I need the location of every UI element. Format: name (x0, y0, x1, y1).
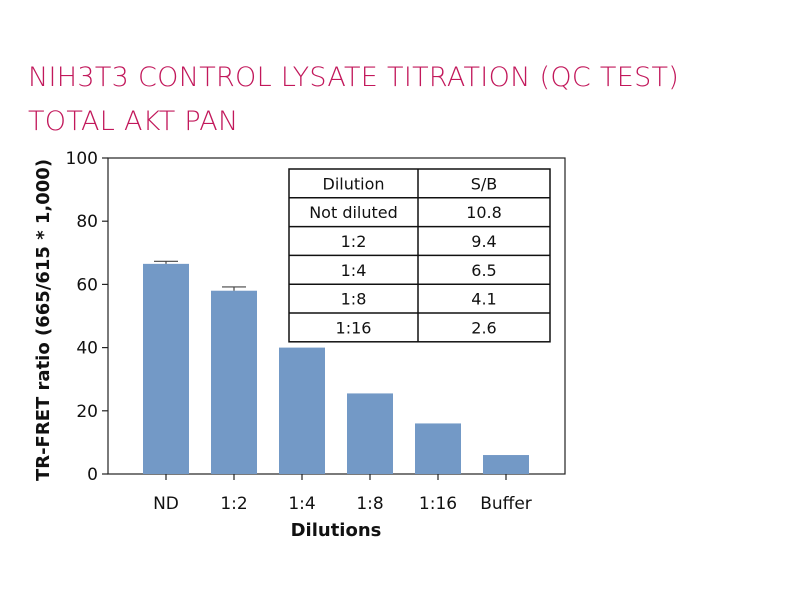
y-tick-label: 60 (76, 275, 98, 295)
table-cell-dilution: 1:8 (341, 290, 367, 309)
x-tick-label: ND (153, 494, 179, 514)
y-tick-label: 100 (66, 149, 98, 169)
chart-title-line-1: NIH3T3 CONTROL LYSATE TITRATION (QC TEST… (28, 62, 680, 93)
sb-table: Dilution S/B Not diluted 10.8 1:2 9.4 1:4 6.5 1:… (288, 168, 551, 343)
y-tick-label: 0 (87, 465, 98, 485)
x-tick-label: 1:2 (220, 494, 247, 514)
x-tick-label: 1:8 (356, 494, 383, 514)
bar-1:2 (211, 290, 257, 474)
x-tick-label: 1:4 (288, 494, 315, 514)
bars (143, 260, 529, 474)
table-cell-dilution: 1:2 (341, 232, 367, 251)
plot-frame (107, 157, 566, 475)
y-axis-title: TR-FRET ratio (665/615 * 1,000) (33, 159, 54, 481)
axes: 0 20 40 60 80 100 ND 1:2 1:4 1:8 1:16 Buffer (66, 149, 566, 514)
table-cell-dilution: 1:4 (341, 261, 367, 280)
table-header-sb: S/B (471, 174, 498, 193)
table-cell-sb: 2.6 (471, 318, 496, 337)
table-cell-sb: 6.5 (471, 261, 496, 280)
y-tick-label: 40 (76, 339, 98, 359)
table-cell-dilution: Not diluted (309, 203, 398, 222)
table-cell-sb: 9.4 (471, 232, 496, 251)
table-cell-sb: 10.8 (466, 203, 502, 222)
chart-title-line-2: TOTAL AKT PAN (28, 106, 239, 137)
bar-ND (143, 263, 189, 474)
table-header-dilution: Dilution (323, 174, 385, 193)
y-tick-label: 20 (76, 402, 98, 422)
bar-1:8 (347, 393, 393, 474)
table-cell-dilution: 1:16 (336, 318, 372, 337)
bar-Buffer (483, 455, 529, 474)
x-tick-label: 1:16 (419, 494, 457, 514)
x-axis-title: Dilutions (291, 520, 382, 541)
x-tick-label: Buffer (480, 494, 532, 514)
bar-1:4 (279, 347, 325, 474)
y-tick-label: 80 (76, 212, 98, 232)
bar-1:16 (415, 423, 461, 474)
table-cell-sb: 4.1 (471, 290, 496, 309)
